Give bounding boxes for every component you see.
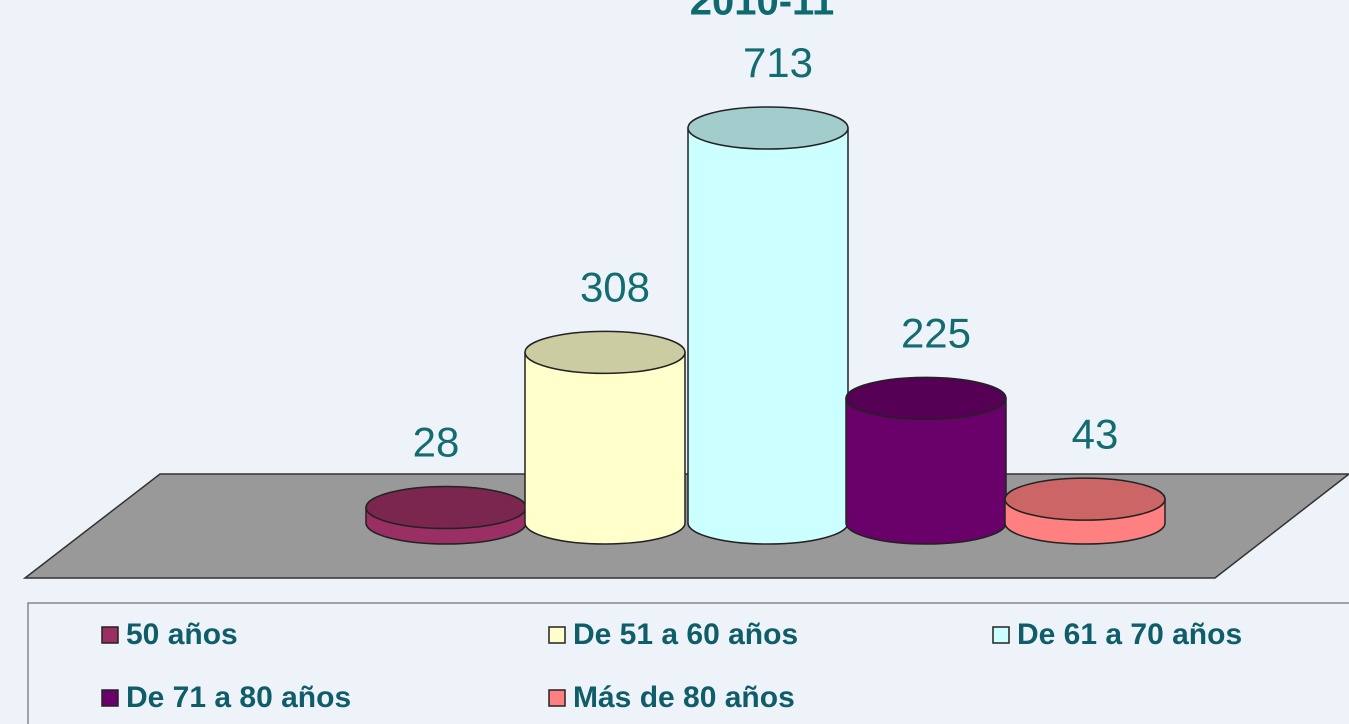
legend-label: Más de 80 años xyxy=(573,681,795,714)
legend-label: De 61 a 70 años xyxy=(1017,618,1242,651)
cylinder-side xyxy=(845,397,1007,545)
data-label: 308 xyxy=(580,263,650,310)
legend-marker xyxy=(101,626,119,644)
data-label: 225 xyxy=(901,309,971,356)
cylinder-top xyxy=(365,485,527,530)
legend-box xyxy=(27,602,1349,724)
legend-label: 50 años xyxy=(126,618,238,651)
cylinder-top xyxy=(524,330,686,375)
legend-label: De 71 a 80 años xyxy=(126,681,351,714)
data-label: 43 xyxy=(1072,410,1119,457)
legend-marker xyxy=(101,689,119,707)
data-label: 28 xyxy=(413,419,460,466)
legend-label: De 51 a 60 años xyxy=(573,618,798,651)
cylinder-side xyxy=(687,127,849,545)
legend-marker xyxy=(992,626,1010,644)
data-label: 713 xyxy=(743,39,813,86)
cylinder-top xyxy=(845,376,1007,421)
cylinder-top xyxy=(687,106,849,150)
cylinder-top xyxy=(1004,477,1166,521)
chart-title: 2010-11 xyxy=(690,0,835,24)
cylinder-side xyxy=(524,351,686,545)
legend-marker xyxy=(548,626,566,644)
legend-marker xyxy=(548,689,566,707)
